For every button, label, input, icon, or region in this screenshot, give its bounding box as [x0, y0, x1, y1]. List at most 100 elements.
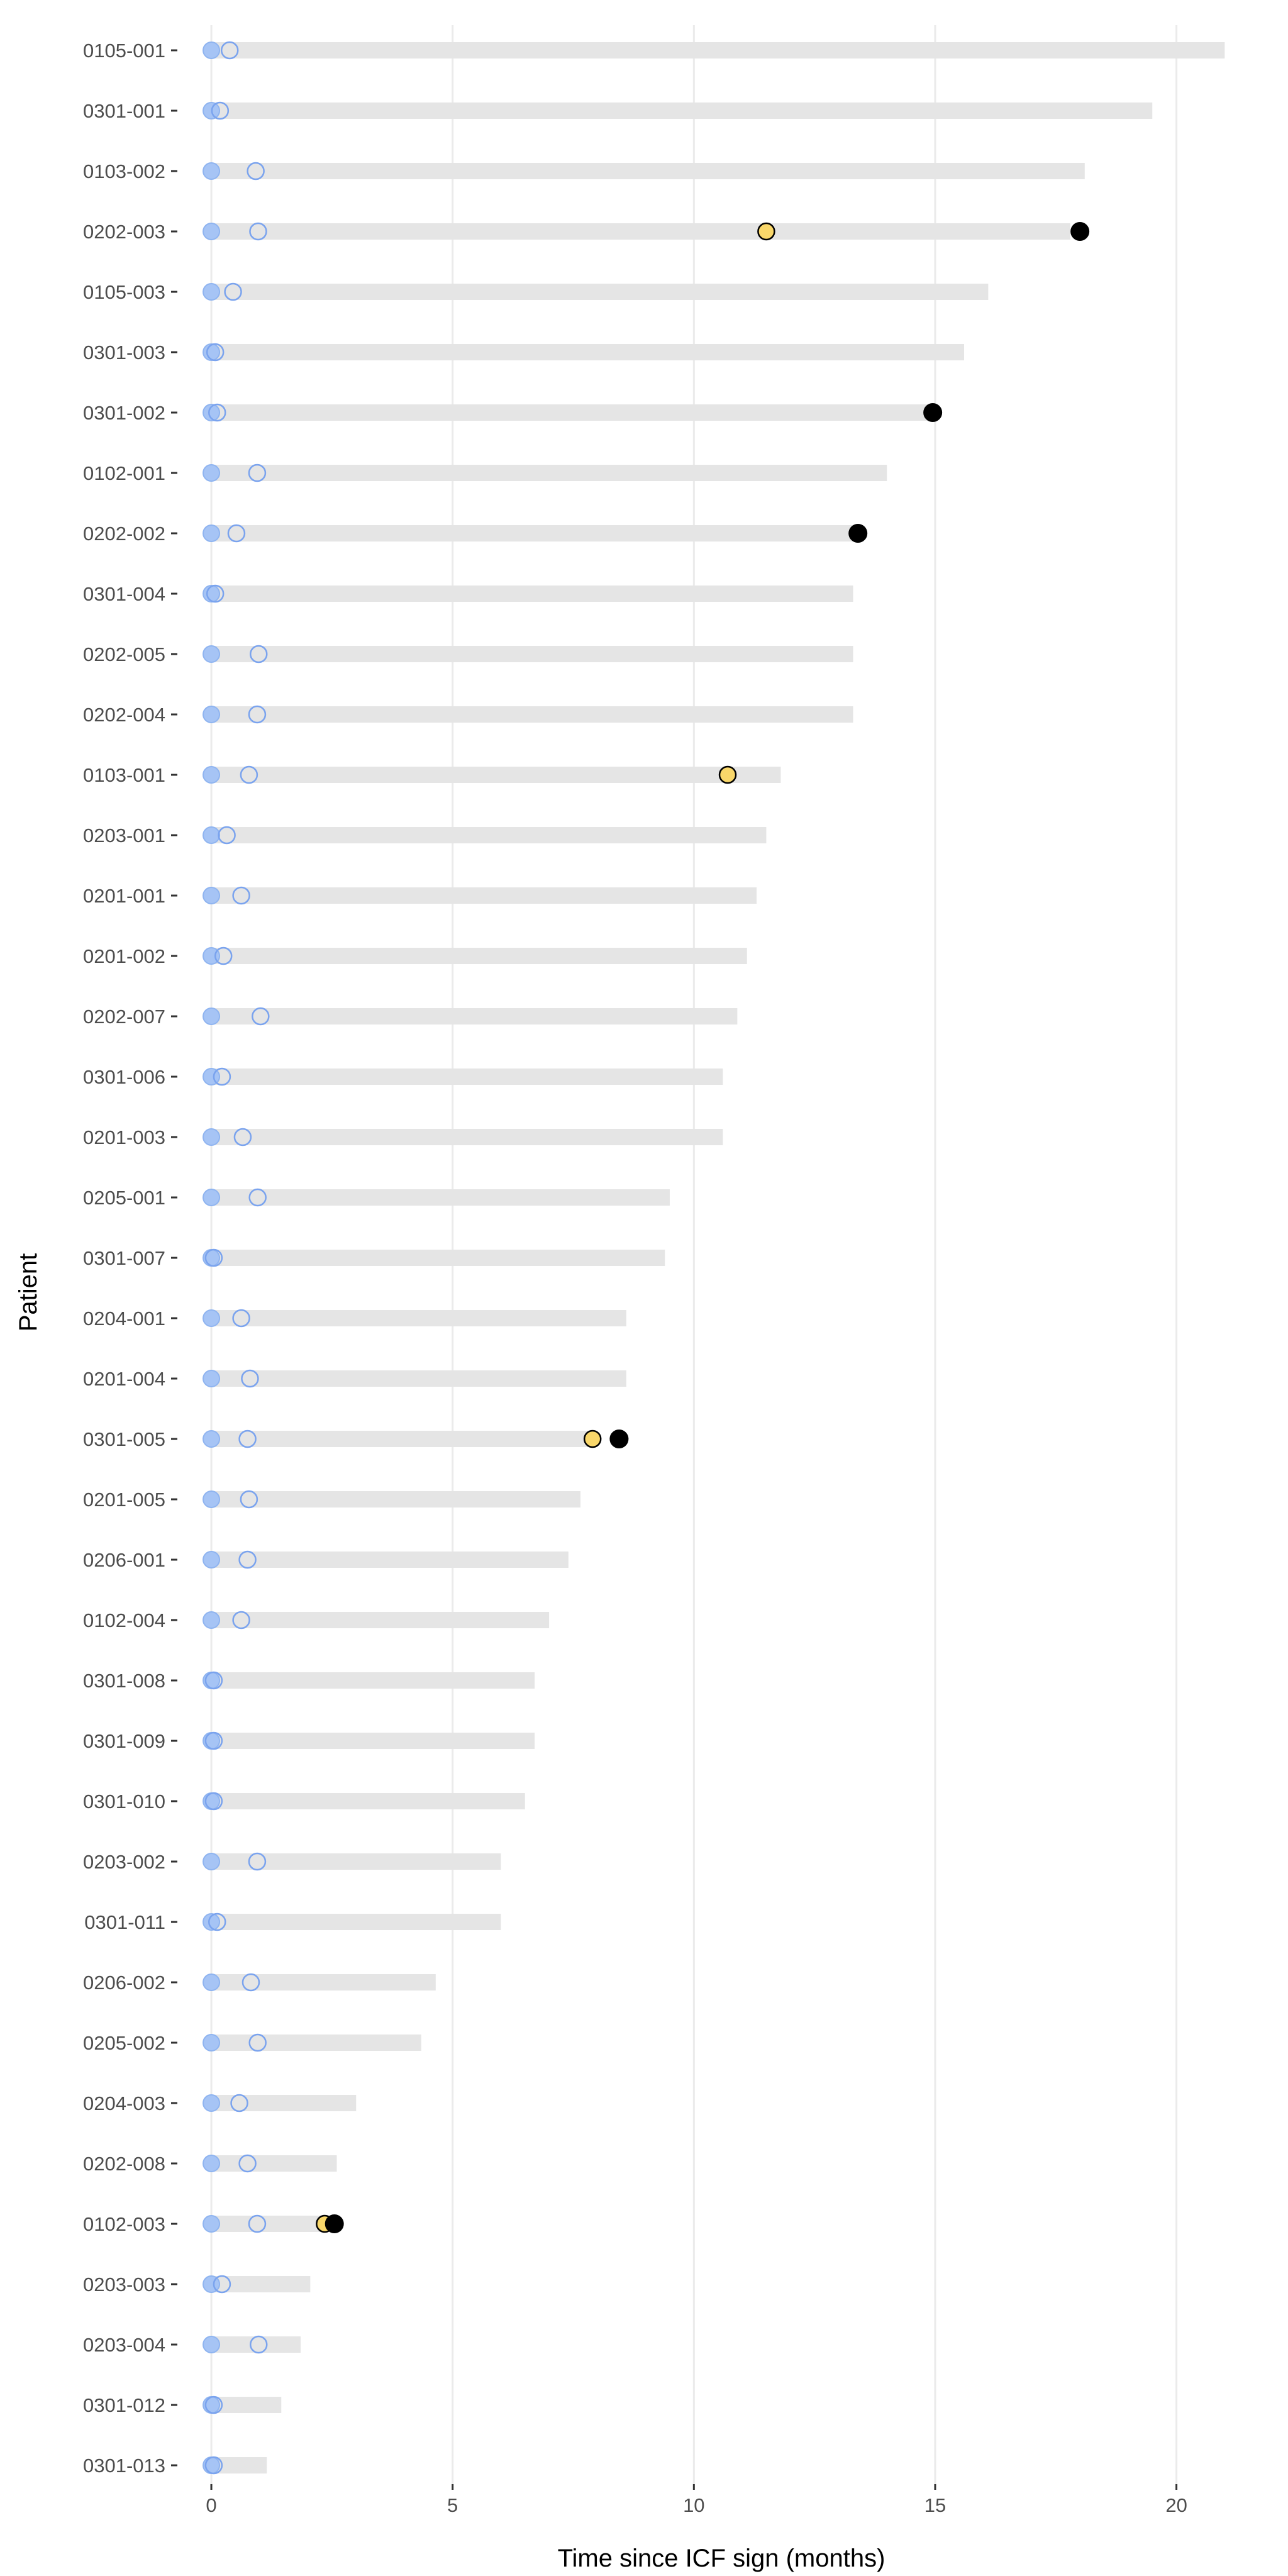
y-tick-label: 0201-003	[83, 1126, 165, 1148]
y-tick-label: 0201-002	[83, 945, 165, 967]
start-marker	[203, 706, 221, 723]
open-marker	[224, 282, 242, 301]
y-tick-label: 0103-001	[83, 764, 165, 786]
y-tick-label: 0206-001	[83, 1549, 165, 1571]
open-marker	[204, 2456, 223, 2475]
y-tick-label: 0202-008	[83, 2153, 165, 2175]
start-marker	[203, 2034, 221, 2051]
start-marker	[203, 162, 221, 180]
start-marker	[203, 404, 221, 421]
open-marker	[206, 584, 225, 603]
y-tick-label: 0105-001	[83, 40, 165, 62]
open-marker	[204, 1792, 223, 1811]
start-marker	[203, 525, 221, 542]
open-marker	[204, 1731, 223, 1750]
duration-bar	[211, 223, 1070, 240]
y-tick-label: 0301-010	[83, 1790, 165, 1813]
open-marker	[232, 1611, 250, 1629]
open-marker	[218, 826, 236, 845]
y-tick-label: 0301-005	[83, 1428, 165, 1450]
start-marker	[203, 1189, 221, 1206]
start-marker	[203, 1611, 221, 1629]
y-tick-label: 0301-009	[83, 1730, 165, 1752]
y-tick-label: 0301-013	[83, 2455, 165, 2477]
bar-layer	[211, 42, 1225, 2473]
start-marker	[203, 1430, 221, 1448]
open-marker	[204, 2396, 223, 2414]
duration-bar	[211, 1250, 665, 1266]
x-axis-title: Time since ICF sign (months)	[558, 2545, 886, 2572]
x-tick-label: 15	[924, 2494, 946, 2516]
yellow-event-marker	[718, 765, 737, 784]
y-tick-label: 0202-004	[83, 704, 165, 726]
duration-bar	[211, 1672, 535, 1689]
open-marker	[238, 2154, 257, 2173]
open-marker	[227, 524, 246, 543]
y-tick-label: 0202-003	[83, 221, 165, 243]
duration-bar	[211, 163, 1085, 179]
duration-bar	[211, 344, 964, 360]
start-marker	[203, 645, 221, 663]
open-marker	[208, 1913, 226, 1931]
start-marker	[203, 887, 221, 904]
open-marker	[248, 1188, 267, 1207]
open-marker	[249, 2335, 268, 2354]
start-marker	[203, 1309, 221, 1327]
y-tick-label: 0203-002	[83, 1851, 165, 1873]
start-marker	[203, 1128, 221, 1146]
open-marker	[220, 41, 239, 60]
open-marker	[208, 403, 226, 422]
marker-layer	[203, 41, 1090, 2475]
open-marker	[242, 1973, 260, 1992]
start-marker	[203, 2336, 221, 2353]
open-marker	[240, 1490, 258, 1509]
duration-bar	[211, 1974, 436, 1990]
open-marker	[230, 2094, 248, 2112]
duration-bar	[211, 2095, 357, 2111]
open-marker	[211, 101, 230, 120]
duration-bar	[211, 1069, 723, 1085]
start-marker	[203, 1913, 221, 1931]
duration-bar	[211, 1853, 501, 1870]
yellow-event-marker	[583, 1430, 602, 1448]
duration-bar	[211, 1310, 626, 1326]
y-tick-label: 0301-004	[83, 583, 165, 605]
open-marker	[248, 705, 267, 724]
y-tick-label: 0203-003	[83, 2273, 165, 2296]
open-marker	[247, 162, 265, 180]
y-tick-label: 0301-008	[83, 1670, 165, 1692]
grid-layer	[210, 25, 1178, 2484]
duration-bar	[211, 525, 853, 541]
open-marker	[241, 1369, 259, 1388]
open-marker	[249, 222, 267, 241]
open-marker	[238, 1430, 257, 1448]
duration-bar	[211, 1491, 581, 1507]
start-marker	[203, 1008, 221, 1025]
y-tick-label: 0202-007	[83, 1006, 165, 1028]
y-tick-label: 0301-003	[83, 341, 165, 364]
y-tick-label: 0105-003	[83, 281, 165, 303]
y-tick-label: 0301-011	[84, 1911, 165, 1933]
open-marker	[214, 947, 233, 965]
duration-bar	[211, 2035, 421, 2051]
duration-bar	[211, 42, 1225, 58]
start-marker	[203, 1551, 221, 1568]
duration-bar	[211, 465, 887, 481]
duration-bar	[211, 948, 747, 964]
y-tick-label: 0102-004	[83, 1609, 165, 1631]
duration-bar	[211, 2216, 328, 2232]
duration-bar	[211, 767, 781, 783]
black-event-marker	[609, 1430, 629, 1448]
start-marker	[203, 2155, 221, 2172]
open-marker	[213, 2275, 231, 2294]
y-tick-label: 0102-003	[83, 2213, 165, 2235]
open-marker	[238, 1550, 257, 1569]
y-tick-label: 0301-002	[83, 402, 165, 424]
start-marker	[203, 343, 221, 361]
open-marker	[206, 343, 225, 362]
duration-bar	[211, 1370, 626, 1387]
black-event-marker	[325, 2214, 344, 2233]
duration-bar	[211, 1008, 738, 1024]
y-tick-label: 0203-004	[83, 2334, 165, 2356]
